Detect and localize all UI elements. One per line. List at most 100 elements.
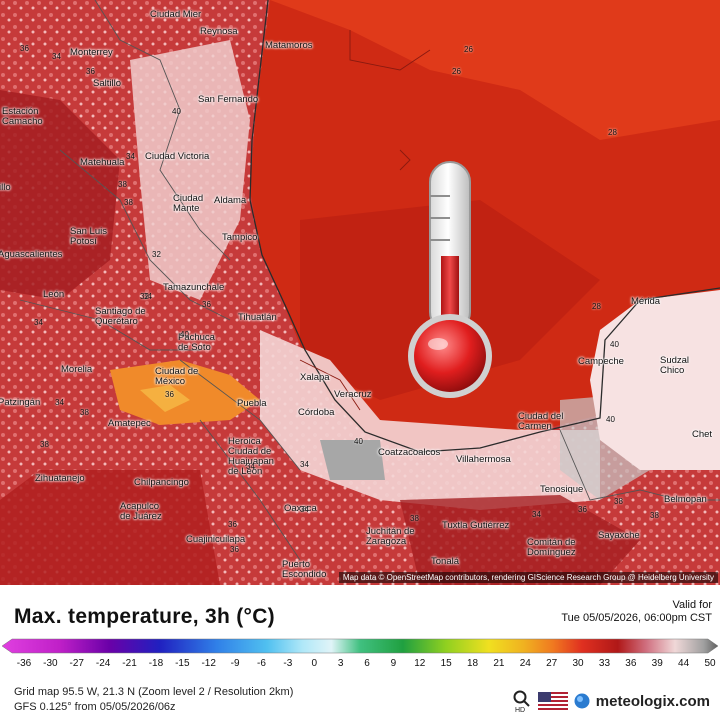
scale-tick-label: -12: [201, 658, 216, 669]
city-label[interactable]: Comitán de Domínguez: [527, 537, 576, 558]
city-label[interactable]: Mérida: [631, 296, 661, 307]
site-logo-text[interactable]: meteologix.com: [595, 692, 710, 710]
isotherm-value: 34: [300, 460, 309, 469]
city-label[interactable]: Tonalá: [431, 556, 459, 567]
city-label[interactable]: Veracruz: [334, 389, 372, 400]
isotherm-value: 34: [34, 318, 43, 327]
city-label[interactable]: Zihuatanejo: [35, 473, 85, 484]
scale-tick-label: 18: [466, 658, 479, 669]
city-label[interactable]: Patzingán: [0, 397, 41, 408]
city-label[interactable]: Tamazunchale: [163, 282, 225, 293]
city-label[interactable]: Santiago de Querétaro: [95, 306, 146, 327]
city-label[interactable]: Córdoba: [298, 407, 335, 418]
isotherm-value: 34: [143, 292, 152, 301]
scale-tick-label: 6: [364, 658, 370, 669]
city-label[interactable]: Tenosique: [540, 484, 584, 495]
logo-area[interactable]: HD meteologix.com: [512, 689, 710, 713]
isotherm-value: 28: [592, 302, 601, 311]
isotherm-value: 40: [172, 107, 181, 116]
isotherm-value: 34: [52, 52, 61, 61]
valid-time-block: Valid for Tue 05/05/2026, 06:00pm CST: [561, 599, 712, 625]
isotherm-value: 40: [606, 415, 615, 424]
city-label[interactable]: Amatepec: [108, 418, 151, 429]
city-label[interactable]: San Fernando: [198, 94, 259, 105]
scale-tick-label: -27: [69, 658, 84, 669]
city-label[interactable]: Coatzacoalcos: [378, 447, 441, 458]
isotherm-value: 38: [614, 497, 623, 506]
zoom-hd-icon[interactable]: HD: [512, 689, 532, 713]
city-label[interactable]: Sudzal Chico: [660, 355, 690, 376]
city-label[interactable]: Matehuala: [80, 157, 125, 168]
isotherm-value: 34: [126, 152, 135, 161]
city-label[interactable]: Villahermosa: [456, 454, 511, 465]
isotherm-value: 36: [202, 300, 211, 309]
city-label[interactable]: Ciudad de México: [155, 366, 199, 387]
isotherm-value: 34: [532, 510, 541, 519]
city-label[interactable]: Chilpancingo: [134, 477, 189, 488]
isotherm-value: 38: [40, 440, 49, 449]
scale-tick-label: -36: [16, 658, 32, 669]
scale-tick-label: 50: [704, 658, 716, 669]
scale-tick-label: -6: [257, 658, 266, 669]
city-label[interactable]: Matamoros: [265, 40, 313, 51]
city-label[interactable]: Reynosa: [200, 26, 238, 37]
scale-tick-label: 0: [311, 658, 317, 669]
city-label[interactable]: Chet: [692, 429, 713, 440]
hot-zone-chiapas: [400, 495, 640, 585]
scale-ticks: -36 -30 -27 -24 -21 -18 -15 -12 -9 -6 -3 0 3 6 9 12 15 18…: [0, 658, 720, 672]
isotherm-value: 36: [86, 67, 95, 76]
pale-plateau-north: [130, 40, 250, 300]
city-label[interactable]: León: [43, 289, 65, 300]
scale-tick-label: 9: [390, 658, 397, 669]
isotherm-value: 38: [118, 180, 127, 189]
city-label[interactable]: Oaxaca: [284, 503, 317, 514]
city-label[interactable]: San Luis Potosí: [70, 226, 107, 247]
city-label[interactable]: Puerto Escondido: [282, 559, 327, 580]
isotherm-value: 32: [152, 250, 161, 259]
chart-title: Max. temperature, 3h (°C): [14, 605, 275, 628]
thermometer-icon: [408, 161, 492, 398]
city-label[interactable]: Ciudad del Carmen: [518, 411, 564, 432]
coastline: [249, 0, 720, 453]
city-label[interactable]: Saltillo: [93, 78, 121, 89]
city-label[interactable]: Morelia: [61, 364, 93, 375]
city-label[interactable]: Pachuca de Soto: [178, 332, 215, 353]
city-label[interactable]: Tihuatlán: [238, 312, 277, 323]
valid-time: Tue 05/05/2026, 06:00pm CST: [561, 612, 712, 624]
legend-panel: Max. temperature, 3h (°C) Valid for Tue …: [0, 585, 720, 718]
isotherm-value: 34: [55, 398, 64, 407]
isotherm-value: 36: [165, 390, 174, 399]
city-label[interactable]: Estación Camacho: [2, 106, 43, 127]
city-label[interactable]: Aguascalientes: [0, 249, 63, 260]
scale-tick-label: -30: [43, 658, 58, 669]
city-label[interactable]: Xalapa: [300, 372, 330, 383]
city-label[interactable]: Aldama: [214, 195, 247, 206]
scale-tick-label: 33: [598, 658, 611, 669]
city-label[interactable]: Puebla: [237, 398, 267, 409]
zoom-hd-label: HD: [515, 707, 525, 713]
isotherm-value: 36: [228, 520, 237, 529]
isotherm-value: 32: [140, 292, 149, 301]
scale-tick-label: 24: [519, 658, 531, 669]
city-label[interactable]: Ciudad Victoria: [145, 151, 210, 162]
scale-tick-label: -15: [175, 658, 190, 669]
scale-tick-label: 3: [337, 658, 344, 669]
temperature-map[interactable]: Ciudad Mier Reynosa Matamoros Monterrey …: [0, 0, 720, 585]
us-flag-icon[interactable]: [537, 692, 568, 710]
city-label[interactable]: Belmopan: [664, 494, 707, 505]
city-label[interactable]: Ciudad Mante: [173, 193, 204, 214]
city-label[interactable]: Sayaxche: [598, 530, 640, 541]
state-borders: [19, 0, 720, 561]
city-label[interactable]: Cuajinicuilapa: [186, 534, 246, 545]
hot-zone-west: [0, 90, 120, 300]
city-label[interactable]: Heroica Ciudad de Huajuapan de León: [228, 436, 274, 477]
city-label[interactable]: Juchitán de Zaragoza: [366, 526, 415, 547]
city-label[interactable]: Tuxtla Gutiérrez: [442, 520, 510, 531]
city-label[interactable]: Campeche: [578, 356, 624, 367]
city-label[interactable]: Tampico: [222, 232, 258, 243]
city-label[interactable]: Acapulco de Juárez: [120, 501, 162, 522]
city-label[interactable]: illo: [0, 182, 11, 193]
scale-tick-label: -24: [95, 658, 111, 669]
city-label[interactable]: Monterrey: [70, 47, 113, 58]
city-label[interactable]: Ciudad Mier: [150, 9, 202, 20]
